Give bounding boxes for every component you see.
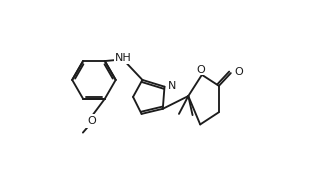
Text: O: O: [196, 65, 205, 75]
Text: O: O: [234, 67, 243, 77]
Text: O: O: [87, 116, 96, 126]
Text: N: N: [168, 81, 177, 91]
Text: NH: NH: [115, 53, 132, 63]
